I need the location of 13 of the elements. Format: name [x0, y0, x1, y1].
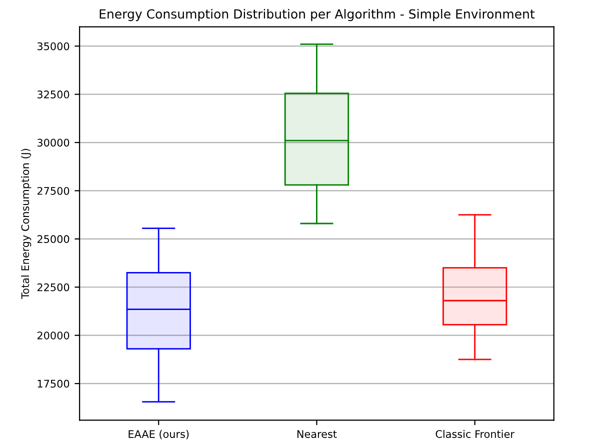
- y-tick-label: 17500: [38, 380, 70, 388]
- y-tick-label: 35000: [37, 42, 70, 50]
- y-tick-label: 30000: [37, 138, 70, 147]
- y-tick-label: 20000: [37, 332, 70, 340]
- x-tick-label: EAAE (ours): [128, 430, 189, 440]
- x-tick-label: Classic Frontier: [436, 430, 514, 438]
- y-axis-title: Total Energy Consumption (J): [21, 148, 32, 299]
- x-tick-label: Nearest: [297, 430, 337, 438]
- y-tick-label: 25000: [37, 235, 70, 244]
- y-tick-label: 32500: [37, 90, 70, 98]
- y-tick-label: 22500: [37, 283, 70, 292]
- y-tick-label: 27500: [37, 186, 70, 195]
- chart-title: Energy Consumption Distribution per Algorithm - Simple Environment: [100, 8, 535, 22]
